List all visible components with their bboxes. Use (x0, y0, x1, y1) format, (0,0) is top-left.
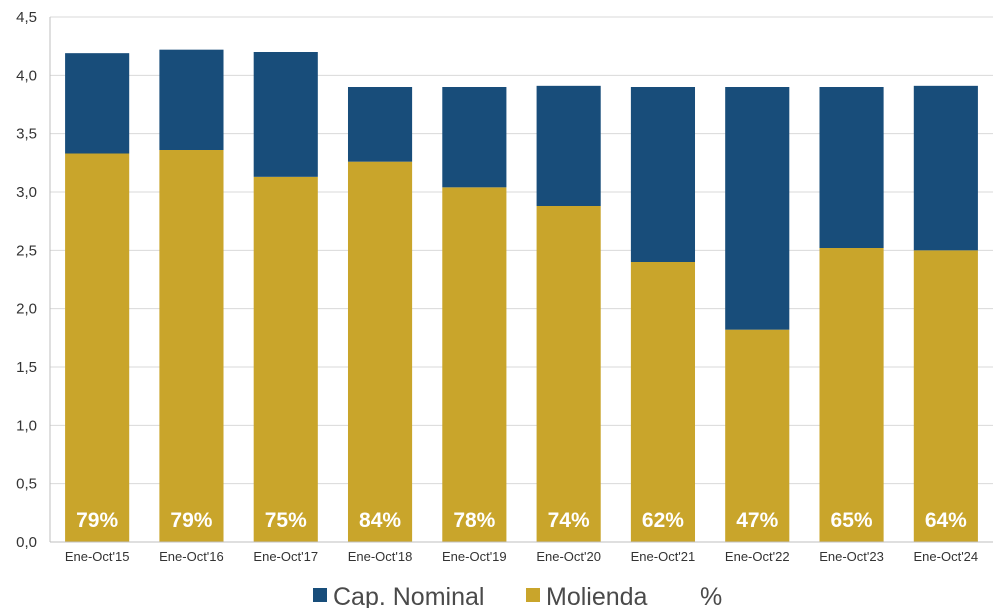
bar-cap-nominal (159, 49, 224, 150)
y-tick-label: 2,5 (16, 242, 37, 259)
x-tick-label: Ene-Oct'24 (914, 549, 979, 564)
percent-label: 64% (925, 509, 967, 532)
y-tick-label: 0,5 (16, 476, 37, 493)
y-tick-label: 1,5 (16, 359, 37, 376)
percent-label: 84% (359, 509, 401, 532)
legend-label-molienda: Molienda (546, 583, 648, 608)
legend-label-percent: % (700, 583, 722, 608)
y-axis: 0,0 0,5 1,0 1,5 2,0 2,5 3,0 3,5 4,0 4,5 (16, 9, 51, 551)
bar-molienda (725, 329, 790, 542)
bar-molienda (442, 187, 507, 543)
percent-label: 79% (170, 509, 212, 532)
x-tick-label: Ene-Oct'15 (65, 549, 130, 564)
percent-label: 75% (265, 509, 307, 532)
y-tick-label: 2,0 (16, 301, 37, 318)
percent-label: 79% (76, 509, 118, 532)
y-tick-label: 0,0 (16, 534, 37, 551)
percent-label: 62% (642, 509, 684, 532)
percent-label: 65% (831, 509, 873, 532)
bar-molienda (819, 248, 884, 542)
bar-molienda (65, 153, 130, 542)
bars: 79% 79% 75% 84% 78% 74% 62% 47% 65% 64% (65, 49, 978, 543)
x-tick-label: Ene-Oct'22 (725, 549, 790, 564)
x-tick-label: Ene-Oct'20 (536, 549, 601, 564)
bar-molienda (347, 161, 413, 542)
bar-molienda (913, 250, 978, 543)
bar-cap-nominal (630, 87, 696, 262)
legend-label-cap-nominal: Cap. Nominal (333, 583, 484, 608)
x-tick-label: Ene-Oct'18 (348, 549, 413, 564)
bar-cap-nominal (253, 52, 318, 177)
bar-cap-nominal (347, 87, 413, 162)
legend-swatch-cap-nominal (313, 588, 327, 602)
x-axis: Ene-Oct'15 Ene-Oct'16 Ene-Oct'17 Ene-Oct'18… (50, 541, 993, 564)
bar-cap-nominal (725, 87, 790, 330)
bar-molienda (536, 206, 601, 542)
x-tick-label: Ene-Oct'21 (631, 549, 696, 564)
percent-label: 74% (548, 509, 590, 532)
bar-molienda (630, 262, 696, 542)
legend: Cap. Nominal Molienda % (313, 583, 722, 608)
y-tick-label: 4,0 (16, 67, 37, 84)
y-tick-label: 3,0 (16, 184, 37, 201)
bar-cap-nominal (65, 53, 130, 154)
percent-label: 47% (736, 509, 778, 532)
bar-molienda (253, 176, 318, 543)
x-tick-label: Ene-Oct'19 (442, 549, 507, 564)
x-tick-label: Ene-Oct'16 (159, 549, 224, 564)
bar-cap-nominal (819, 87, 884, 248)
bar-cap-nominal (913, 85, 978, 251)
bar-cap-nominal (442, 87, 507, 188)
percent-label: 78% (453, 509, 495, 532)
y-tick-label: 4,5 (16, 9, 37, 26)
y-tick-label: 1,0 (16, 417, 37, 434)
x-tick-label: Ene-Oct'23 (819, 549, 884, 564)
x-tick-label: Ene-Oct'17 (253, 549, 318, 564)
y-tick-label: 3,5 (16, 126, 37, 143)
legend-swatch-molienda (526, 588, 540, 602)
bar-cap-nominal (536, 85, 601, 206)
bar-molienda (159, 150, 224, 542)
